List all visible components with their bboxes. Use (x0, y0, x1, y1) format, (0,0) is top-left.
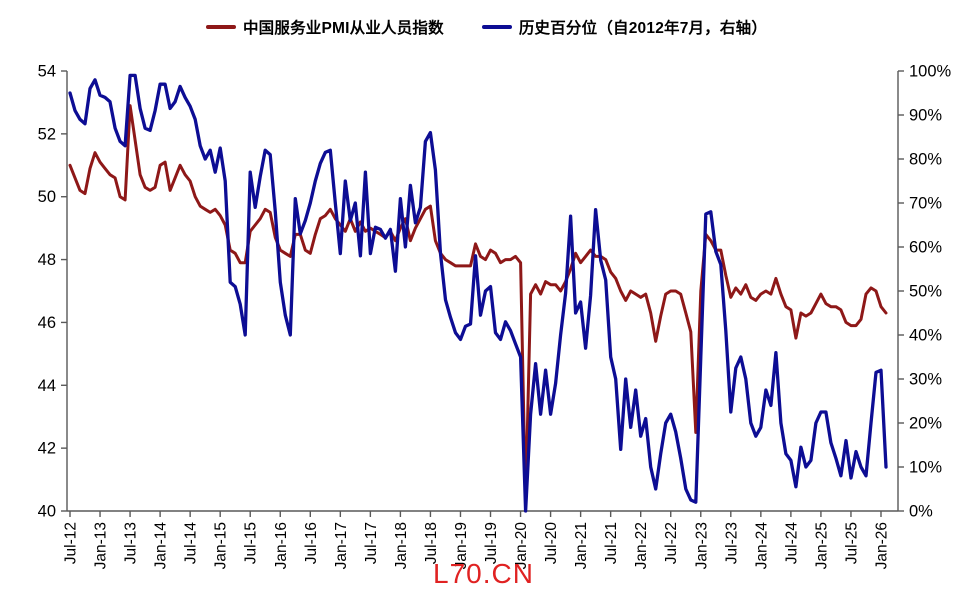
x-axis-tick-label: Jan-19 (453, 522, 470, 569)
x-axis-tick-label: Jul-14 (183, 522, 200, 565)
right-axis-tick-label: 40% (909, 327, 942, 345)
left-axis-tick-label: 44 (38, 377, 56, 395)
x-axis-tick-label: Jul-22 (663, 522, 680, 564)
pmi-series-line (68, 104, 888, 507)
x-axis-tick-label: Jan-15 (213, 522, 230, 569)
right-axis-tick-label: 10% (909, 459, 942, 477)
right-axis-tick-label: 20% (909, 415, 942, 433)
x-axis-tick-label: Jan-23 (693, 522, 710, 569)
pmi-line-swatch (205, 25, 236, 29)
left-axis-tick-label: 48 (38, 251, 56, 269)
left-axis-tick-label: 54 (38, 63, 56, 81)
x-axis-tick-label: Jan-17 (333, 522, 350, 569)
x-axis-tick-label: Jul-25 (843, 522, 860, 564)
right-axis-tick-label: 70% (909, 195, 942, 213)
x-axis-tick-label: Jul-15 (243, 522, 260, 564)
x-axis-tick-label: Jan-22 (633, 522, 650, 569)
right-axis-tick-label: 30% (909, 371, 942, 389)
x-axis-tick-label: Jul-16 (303, 522, 320, 564)
left-axis-tick-label: 42 (38, 440, 56, 458)
watermark: L70.CN (433, 558, 534, 589)
percentile-legend-label: 历史百分位（自2012年7月，右轴） (518, 20, 768, 37)
right-axis-tick-label: 90% (909, 107, 942, 125)
x-axis-tick-label: Jul-17 (363, 522, 380, 564)
x-axis-tick-label: Jan-25 (813, 522, 830, 569)
x-axis-tick-label: Jul-19 (483, 522, 500, 564)
x-axis-tick-label: Jan-16 (273, 522, 290, 569)
percentile-line-swatch (481, 25, 512, 29)
x-axis-tick-label: Jul-21 (603, 522, 620, 564)
left-axis-tick-label: 40 (38, 503, 56, 521)
x-axis-tick-label: Jan-20 (513, 522, 530, 570)
x-axis-tick-label: Jul-13 (123, 522, 140, 564)
x-axis-tick-label: Jan-26 (873, 522, 890, 569)
legend-item-pmi: 中国服务业PMI从业人员指数 (205, 16, 444, 38)
x-axis-tick-label: Jan-13 (93, 522, 110, 569)
right-axis-tick-label: 0% (909, 503, 933, 521)
right-axis-tick-label: 100% (909, 63, 952, 81)
left-axis-tick-label: 46 (38, 314, 56, 332)
x-axis-tick-label: Jul-18 (423, 522, 440, 564)
right-axis-tick-label: 50% (909, 283, 942, 301)
right-axis-tick-label: 60% (909, 239, 942, 257)
x-axis-tick-label: Jan-24 (753, 522, 770, 570)
left-axis-tick-label: 52 (38, 125, 56, 143)
pmi-legend-label: 中国服务业PMI从业人员指数 (242, 20, 444, 37)
percentile-series-line (68, 73, 888, 513)
right-axis-tick-label: 80% (909, 151, 942, 169)
x-axis-tick-label: Jan-14 (153, 522, 170, 570)
x-axis-tick-label: Jan-21 (573, 522, 590, 569)
left-axis-tick-label: 50 (38, 188, 56, 206)
x-axis-tick-label: Jul-12 (63, 522, 80, 564)
x-axis-tick-label: Jan-18 (393, 522, 410, 569)
legend-item-percentile: 历史百分位（自2012年7月，右轴） (481, 16, 768, 38)
x-axis-tick-label: Jul-20 (543, 522, 560, 565)
x-axis-tick-label: Jul-24 (783, 522, 800, 565)
x-axis-tick-label: Jul-23 (723, 522, 740, 564)
legend: 中国服务业PMI从业人员指数 历史百分位（自2012年7月，右轴） (0, 16, 973, 38)
